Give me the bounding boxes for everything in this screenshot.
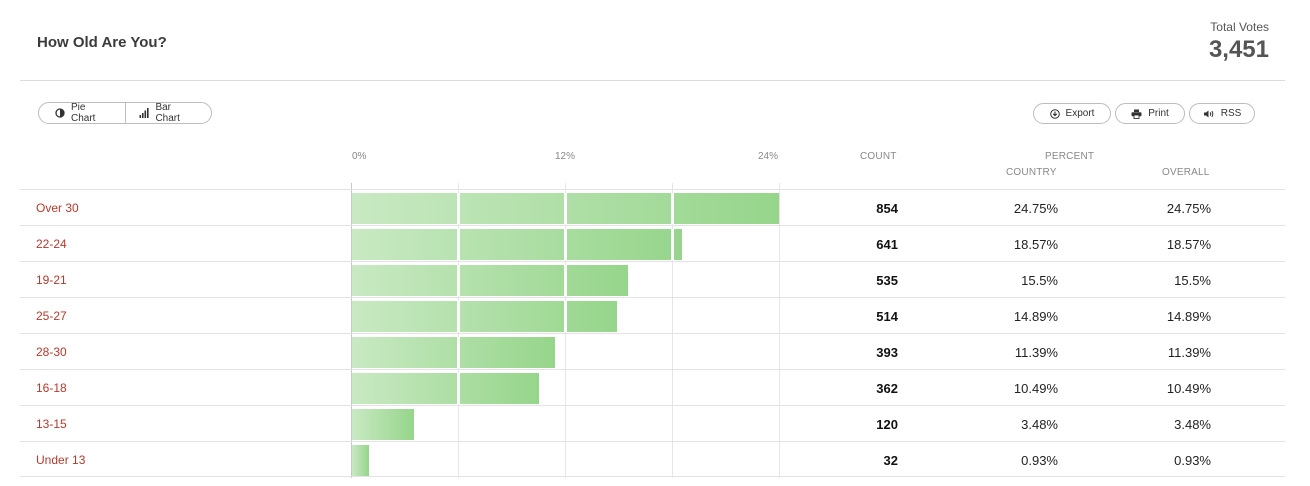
row-percent-overall: 10.49% [1166, 381, 1211, 396]
bar-divider [457, 373, 461, 404]
axis-tick-0: 0% [352, 151, 367, 162]
row-percent-overall: 14.89% [1166, 309, 1211, 324]
row-percent-overall: 15.5% [1174, 273, 1211, 288]
row-label[interactable]: Over 30 [36, 201, 79, 215]
printer-icon [1131, 109, 1142, 119]
gridline-24 [779, 183, 780, 478]
rss-label: RSS [1220, 108, 1242, 119]
count-column-header: COUNT [860, 151, 897, 162]
row-count: 393 [876, 345, 898, 360]
table-row: Over 30 854 24.75% 24.75% [20, 189, 1285, 225]
total-votes-value: 3,451 [1208, 36, 1269, 63]
bar-divider [457, 337, 461, 368]
row-label[interactable]: 19-21 [36, 273, 67, 287]
row-count: 120 [876, 417, 898, 432]
pie-chart-icon [55, 108, 65, 118]
row-label[interactable]: 25-27 [36, 309, 67, 323]
export-button[interactable]: Export [1033, 103, 1111, 124]
bar-divider [564, 229, 567, 260]
row-percent-country: 3.48% [1021, 417, 1058, 432]
axis-tick-24: 24% [758, 151, 779, 162]
row-percent-country: 24.75% [1013, 201, 1058, 216]
table-row: 22-24 641 18.57% 18.57% [20, 225, 1285, 261]
bar [352, 337, 555, 368]
bar-chart-icon [139, 108, 150, 118]
overall-column-header: OVERALL [1162, 167, 1210, 178]
gridline-0 [351, 183, 352, 478]
bar-divider [564, 193, 567, 224]
bar [352, 229, 683, 260]
row-count: 641 [876, 237, 898, 252]
table-row: 16-18 362 10.49% 10.49% [20, 369, 1285, 405]
bar-divider [457, 229, 461, 260]
chart-type-toggle: Pie Chart Bar Chart [38, 102, 212, 124]
pie-chart-label: Pie Chart [71, 102, 96, 124]
bar [352, 445, 369, 476]
header-divider [20, 80, 1285, 81]
bar [352, 409, 414, 440]
row-percent-country: 15.5% [1021, 273, 1058, 288]
bar-divider [457, 193, 461, 224]
row-label[interactable]: 28-30 [36, 345, 67, 359]
bar-divider [564, 301, 567, 332]
bar [352, 373, 539, 404]
row-label[interactable]: 22-24 [36, 237, 67, 251]
table-row: Under 13 32 0.93% 0.93% [20, 441, 1285, 477]
bar [352, 265, 628, 296]
print-label: Print [1148, 108, 1169, 119]
row-count: 514 [876, 309, 898, 324]
row-percent-country: 10.49% [1013, 381, 1058, 396]
table-row: 25-27 514 14.89% 14.89% [20, 297, 1285, 333]
row-label[interactable]: 16-18 [36, 381, 67, 395]
bar [352, 193, 779, 224]
download-icon [1049, 108, 1060, 119]
row-percent-overall: 3.48% [1174, 417, 1211, 432]
axis-tick-12: 12% [555, 151, 576, 162]
bar-divider [564, 265, 567, 296]
table-row: 19-21 535 15.5% 15.5% [20, 261, 1285, 297]
gridline-18 [672, 183, 673, 478]
bar-divider [457, 301, 461, 332]
row-count: 535 [876, 273, 898, 288]
bar-divider [670, 229, 674, 260]
bar-chart-button[interactable]: Bar Chart [125, 102, 211, 124]
rss-button[interactable]: RSS [1189, 103, 1255, 124]
row-count: 362 [876, 381, 898, 396]
table-row: 28-30 393 11.39% 11.39% [20, 333, 1285, 369]
bar-chart-label: Bar Chart [155, 102, 180, 124]
bar-divider [457, 265, 461, 296]
row-percent-country: 11.39% [1014, 345, 1058, 360]
row-percent-country: 0.93% [1021, 453, 1058, 468]
row-label[interactable]: 13-15 [36, 417, 67, 431]
percent-column-header: PERCENT [1045, 151, 1095, 162]
row-label[interactable]: Under 13 [36, 453, 86, 467]
pie-chart-button[interactable]: Pie Chart [39, 102, 125, 124]
country-column-header: COUNTRY [1006, 167, 1057, 178]
bar-divider [670, 193, 674, 224]
row-percent-overall: 0.93% [1174, 453, 1211, 468]
poll-title: How Old Are You? [37, 34, 167, 51]
row-percent-overall: 18.57% [1166, 237, 1211, 252]
bar [352, 301, 617, 332]
row-percent-overall: 11.39% [1167, 345, 1211, 360]
export-label: Export [1065, 108, 1095, 119]
print-button[interactable]: Print [1115, 103, 1185, 124]
total-votes-label: Total Votes [1210, 20, 1269, 34]
row-percent-country: 14.89% [1013, 309, 1058, 324]
row-count: 32 [883, 453, 898, 468]
row-percent-overall: 24.75% [1166, 201, 1211, 216]
row-count: 854 [876, 201, 898, 216]
speaker-icon [1203, 109, 1215, 119]
table-row: 13-15 120 3.48% 3.48% [20, 405, 1285, 441]
row-percent-country: 18.57% [1013, 237, 1058, 252]
